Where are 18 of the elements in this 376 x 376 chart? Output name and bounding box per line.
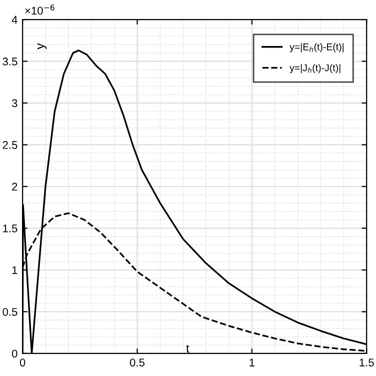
y-tick-label: 4 [12, 16, 18, 24]
text: ×10$^{−6}$ [25, 4, 54, 15]
y-tick-label: 3 [12, 99, 18, 108]
legend-label: y=|E$_{h}$(t)-E(t)| [290, 43, 344, 52]
x-tick-label: 0 [20, 358, 26, 366]
y-tick-label: 1 [12, 266, 18, 274]
y-tick-label: 2 [12, 182, 18, 191]
legend-label: y=|J$_{h}$(t)-J(t)| [290, 64, 340, 74]
y-tick-label: 3.5 [2, 58, 18, 66]
x-axis-title: t [186, 344, 190, 353]
x-tick-label: 1.5 [360, 358, 374, 366]
y-tick-label: 2.5 [2, 141, 18, 149]
y-axis-title: y [37, 43, 47, 50]
x-tick-label: 1 [250, 358, 254, 366]
y-tick-label: 1.5 [3, 224, 18, 232]
x-tick-label: 0.5 [130, 358, 144, 366]
y-tick-label: 0.5 [2, 308, 18, 316]
y-tick-label: 0 [12, 350, 18, 358]
